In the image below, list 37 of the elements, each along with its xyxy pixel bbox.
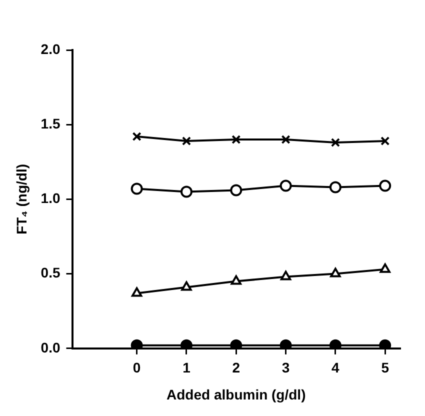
point (380, 263, 390, 273)
point (379, 180, 392, 192)
x-tick-label: 5 (381, 360, 390, 376)
point (379, 339, 392, 348)
y-axis-title: FT₄ (ng/dl) (13, 164, 30, 234)
point (130, 182, 143, 195)
point (180, 186, 192, 198)
point (180, 339, 192, 348)
point (131, 287, 142, 297)
x-tick-label: 3 (282, 360, 290, 376)
y-tick-label: 0.5 (40, 264, 60, 281)
point (132, 132, 142, 142)
point (181, 281, 192, 291)
point (232, 134, 241, 144)
point (280, 180, 292, 192)
y-tick-label: 0.0 (40, 339, 60, 356)
point (281, 134, 290, 144)
point (330, 268, 341, 278)
point (280, 339, 292, 348)
point (330, 138, 340, 148)
point (230, 275, 242, 285)
x-tick-label: 2 (232, 360, 240, 376)
x-tick-label: 1 (182, 360, 191, 376)
point (230, 339, 242, 348)
point (380, 136, 390, 146)
point (329, 181, 342, 194)
x-tick-label: 4 (332, 360, 340, 376)
point (130, 339, 143, 348)
point (329, 339, 342, 348)
y-tick-label: 1.5 (40, 115, 60, 132)
point (230, 184, 242, 196)
x-axis-title: Added albumin (g/dl) (166, 386, 306, 402)
y-tick-label: 2.0 (40, 40, 60, 57)
point (280, 270, 292, 280)
point (182, 136, 192, 146)
x-tick-label: 0 (132, 360, 141, 376)
y-tick-label: 1.0 (40, 190, 60, 206)
